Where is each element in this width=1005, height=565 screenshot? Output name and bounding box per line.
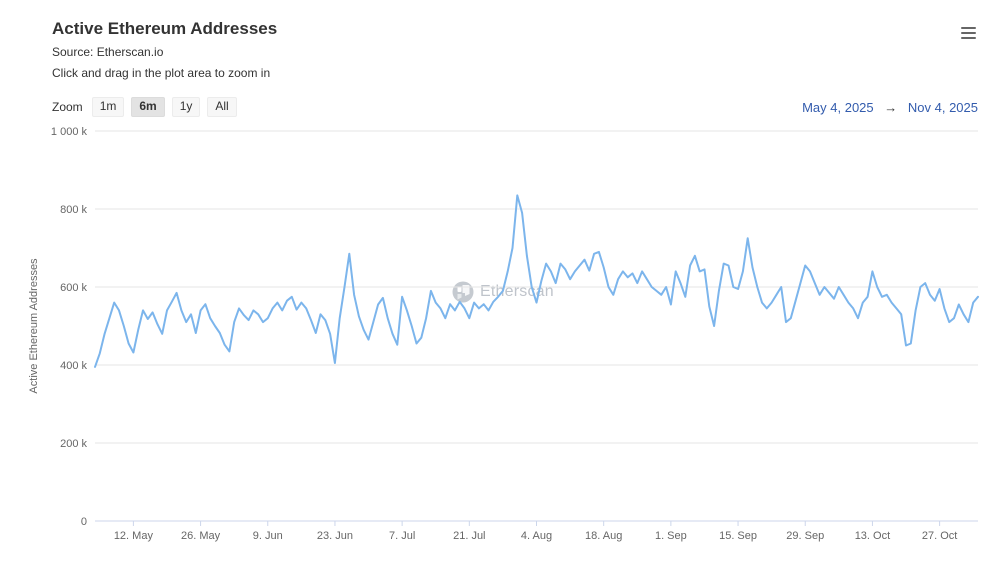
x-tick-label: 4. Aug xyxy=(521,530,552,542)
y-tick-label: 1 000 k xyxy=(51,126,88,138)
active-addresses-series-line xyxy=(94,194,979,368)
range-to-date[interactable]: Nov 4, 2025 xyxy=(907,100,978,115)
y-tick-label: 600 k xyxy=(60,282,87,294)
x-tick-label: 27. Oct xyxy=(922,530,957,542)
range-from-date[interactable]: May 4, 2025 xyxy=(802,100,874,115)
y-tick-label: 800 k xyxy=(60,204,87,216)
x-tick-label: 23. Jun xyxy=(317,530,353,542)
y-tick-label: 200 k xyxy=(60,438,87,450)
x-tick-label: 12. May xyxy=(114,530,154,542)
hamburger-menu-icon[interactable] xyxy=(958,22,980,42)
range-arrow-icon: → xyxy=(884,100,898,115)
x-tick-label: 18. Aug xyxy=(585,530,622,542)
hamburger-bar xyxy=(961,31,976,34)
zoom-button-1y[interactable]: 1y xyxy=(171,97,201,117)
hamburger-bar xyxy=(961,26,976,29)
x-tick-label: 29. Sep xyxy=(786,530,824,542)
x-tick-label: 9. Jun xyxy=(253,530,283,542)
date-range-display: May 4, 2025 → Nov 4, 2025 xyxy=(802,100,978,115)
chart-zoom-hint: Click and drag in the plot area to zoom … xyxy=(52,66,271,80)
zoom-button-6m[interactable]: 6m xyxy=(131,97,165,117)
hamburger-bar xyxy=(961,36,976,39)
zoom-button-all[interactable]: All xyxy=(207,97,237,117)
chart-title: Active Ethereum Addresses xyxy=(52,19,278,38)
x-tick-label: 13. Oct xyxy=(855,530,890,542)
x-tick-label: 21. Jul xyxy=(453,530,485,542)
y-tick-label: 400 k xyxy=(60,360,87,372)
y-tick-label: 0 xyxy=(81,516,87,528)
x-tick-label: 7. Jul xyxy=(389,530,415,542)
x-tick-label: 15. Sep xyxy=(719,530,757,542)
range-selector: Zoom 1m 6m 1y All xyxy=(52,97,237,117)
x-tick-label: 26. May xyxy=(181,530,221,542)
chart-plot-area[interactable]: 0 200 k 400 k 600 k 800 k 1 000 k 12. May 26. M… xyxy=(0,120,1005,565)
chart-source-subtitle: Source: Etherscan.io xyxy=(52,45,164,59)
x-tick-label: 1. Sep xyxy=(655,530,687,542)
zoom-label: Zoom xyxy=(52,100,83,114)
zoom-button-1m[interactable]: 1m xyxy=(91,97,125,117)
